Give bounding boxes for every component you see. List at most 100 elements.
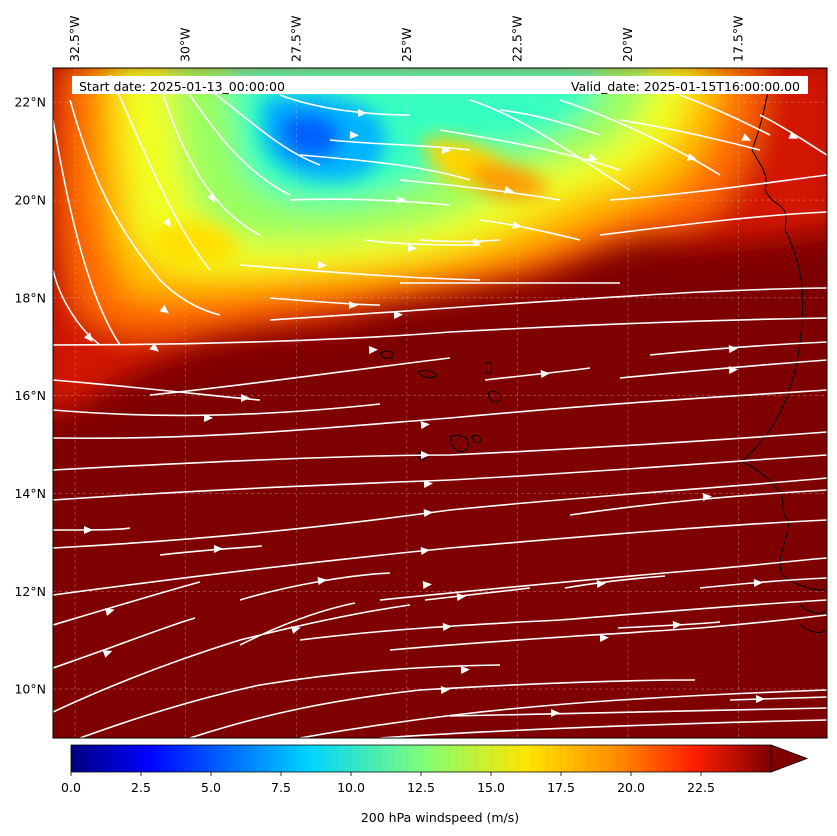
streamline-arrowhead: [728, 366, 738, 374]
longitude-tick-label: 30°W: [178, 27, 193, 62]
streamline: [53, 389, 827, 440]
colorbar-tick-label: 15.0: [477, 780, 505, 795]
streamline-arrowhead: [348, 301, 358, 309]
streamline: [379, 557, 827, 601]
island-santiago: [449, 434, 469, 453]
streamline-arrowhead: [420, 547, 430, 555]
streamline-arrowhead: [440, 686, 450, 694]
streamline: [239, 264, 481, 281]
streamline: [53, 617, 196, 669]
map-panel: [52, 67, 828, 739]
island-santo-antao: [379, 350, 394, 359]
streamline: [449, 707, 827, 717]
island-sao-vicente: [417, 370, 438, 379]
streamline: [53, 119, 121, 346]
streamline-arrowhead: [423, 480, 433, 488]
colorbar-bands: [84, 745, 758, 772]
streamline-arrowhead: [473, 238, 482, 246]
streamline: [189, 679, 696, 738]
streamline: [299, 599, 827, 641]
streamline: [53, 527, 131, 531]
streamline: [209, 89, 321, 166]
streamline-arrowhead: [149, 342, 159, 352]
longitude-tick-label: 17.5°W: [731, 16, 746, 62]
streamline: [439, 129, 621, 171]
streamline-arrowhead: [442, 623, 452, 631]
streamline: [159, 84, 261, 236]
streamline: [79, 664, 501, 738]
streamline-arrowhead: [393, 311, 403, 319]
colorbar-tick-label: 12.5: [407, 780, 435, 795]
streamline-arrowhead: [672, 621, 682, 629]
streamline: [299, 689, 827, 738]
streamline: [269, 287, 827, 321]
streamline: [299, 154, 471, 181]
streamline-arrowhead: [204, 414, 213, 422]
streamline-arrowhead: [290, 626, 301, 634]
streamline-arrowhead: [159, 304, 169, 314]
streamline: [569, 489, 827, 516]
streamline: [149, 357, 451, 396]
colorbar-label: 200 hPa windspeed (m/s): [361, 810, 519, 825]
streamline-arrowhead: [540, 370, 550, 378]
streamline-arrowhead: [728, 345, 738, 353]
streamline-arrowhead: [102, 650, 113, 658]
streamline: [419, 239, 501, 243]
latitude-tick-label: 10°N: [14, 682, 46, 697]
longitude-tick-label: 25°W: [399, 27, 414, 62]
colorbar-tick-label: 0.0: [61, 780, 81, 795]
streamline-arrowhead: [358, 109, 367, 117]
streamline: [389, 614, 827, 651]
streamline: [484, 367, 591, 381]
colorbar-tick-label: 17.5: [547, 780, 575, 795]
streamline: [364, 239, 481, 246]
streamline: [619, 359, 827, 379]
streamline: [279, 94, 411, 116]
colorbar-ticks: 0.0 2.5 5.0 7.5 10.0 12.5 15.0 17.5 20.0 22.5: [61, 772, 715, 795]
streamline-arrowhead: [83, 332, 93, 342]
streamline: [379, 719, 827, 738]
colorbar: 0.0 2.5 5.0 7.5 10.0 12.5 15.0 17.5 20.0 22.5 200…: [61, 744, 809, 825]
streamline-arrowhead: [686, 153, 697, 161]
streamline-arrowhead: [587, 153, 598, 161]
streamline: [329, 139, 471, 151]
streamline-arrowhead: [397, 196, 406, 204]
streamline: [53, 519, 827, 596]
streamline-arrowhead: [84, 526, 93, 534]
streamline: [109, 74, 211, 271]
longitude-tick-labels: 32.5°W 30°W 27.5°W 25°W 22.5°W 20°W 17.5°W: [67, 16, 745, 62]
streamline-arrowhead: [788, 131, 799, 139]
streamline-arrowhead: [596, 580, 606, 588]
streamline: [53, 431, 827, 471]
colorbar-gradient: [71, 745, 771, 772]
streamline-arrowhead: [421, 451, 430, 459]
streamline: [269, 297, 381, 306]
streamline-arrowhead: [241, 394, 250, 402]
longitude-tick-label: 32.5°W: [67, 16, 82, 62]
streamline-arrowhead: [460, 666, 470, 674]
streamline-arrowhead: [551, 709, 560, 717]
streamline-arrowhead: [741, 133, 752, 141]
date-header: Start date: 2025-01-13_00:00:00 Valid_da…: [72, 76, 808, 94]
streamline-arrowhead: [756, 695, 765, 703]
streamline: [599, 211, 827, 236]
island-boa-vista: [487, 390, 501, 403]
streamline-arrowhead: [317, 577, 327, 585]
streamline: [53, 477, 827, 549]
streamline-arrowhead: [753, 579, 763, 587]
streamline: [469, 99, 631, 191]
streamline: [399, 179, 561, 201]
streamline: [499, 109, 601, 136]
streamline: [69, 99, 221, 316]
latitude-tick-label: 18°N: [14, 290, 46, 305]
bissagos-coast: [799, 604, 826, 633]
streamline: [239, 602, 356, 646]
streamline-arrowhead: [162, 217, 172, 228]
streamlines: [53, 74, 827, 738]
streamline-arrowhead: [422, 581, 432, 589]
streamline-arrows: [83, 109, 799, 717]
streamline-arrowhead: [441, 146, 451, 154]
date-header-box: [72, 76, 808, 94]
streamline-arrowhead: [423, 509, 433, 517]
